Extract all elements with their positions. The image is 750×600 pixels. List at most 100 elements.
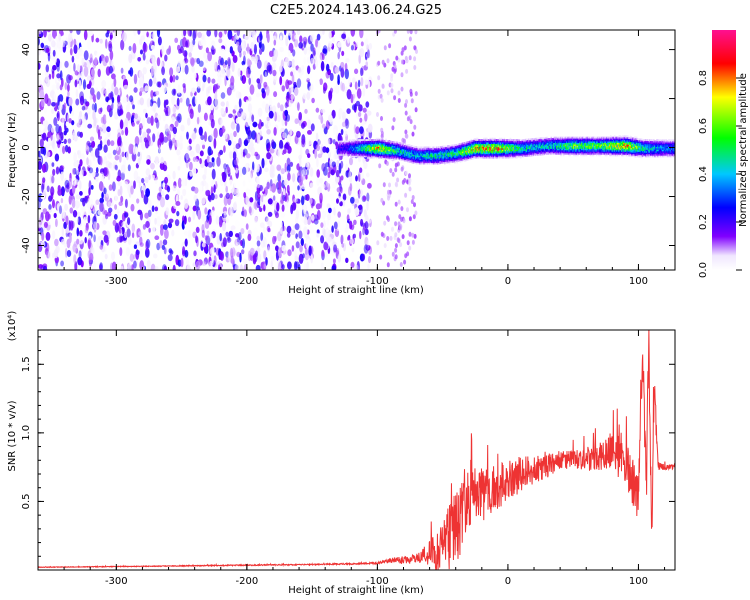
heatmap-cell <box>124 117 129 126</box>
heatmap-cell <box>244 118 250 128</box>
heatmap-cell <box>293 197 298 203</box>
heatmap-cell <box>89 198 94 209</box>
heatmap-cell <box>286 184 290 194</box>
heatmap-cell <box>171 105 177 114</box>
heatmap-cell <box>124 232 128 239</box>
heatmap-cell <box>145 247 150 258</box>
heatmap-cell <box>333 207 336 216</box>
heatmap-cell <box>386 58 390 64</box>
heatmap-cell <box>261 158 265 169</box>
heatmap-cell <box>282 149 287 155</box>
heatmap-cell <box>227 139 232 146</box>
heatmap-cell <box>394 232 398 238</box>
heatmap-cell <box>185 150 190 161</box>
heatmap-cell <box>220 101 225 107</box>
heatmap-cell <box>322 48 328 54</box>
heatmap-cell <box>265 85 270 96</box>
heatmap-cell <box>144 176 149 184</box>
heatmap-cell <box>204 207 208 215</box>
heatmap-cell <box>393 95 397 101</box>
heatmap-cell <box>101 80 107 88</box>
heatmap-cell <box>305 174 308 180</box>
heatmap-cell <box>389 235 393 241</box>
heatmap-cell <box>380 130 384 136</box>
heatmap-cell <box>291 245 295 252</box>
heatmap-cell <box>327 171 331 179</box>
heatmap-cell <box>65 121 70 127</box>
heatmap-cell <box>308 245 312 256</box>
heatmap-cell <box>400 206 404 212</box>
heatmap-cell <box>241 249 245 255</box>
heatmap-cell <box>248 30 252 38</box>
heatmap-cell <box>161 190 165 197</box>
heatmap-cell <box>243 209 247 218</box>
heatmap-cell <box>340 160 344 169</box>
heatmap-cell <box>155 161 159 169</box>
heatmap-cell <box>401 179 405 185</box>
heatmap-cell <box>409 91 413 97</box>
heatmap-cell <box>211 78 216 84</box>
heatmap-cell <box>127 217 131 226</box>
heatmap-cell <box>156 30 161 38</box>
heatmap-cell <box>64 203 68 211</box>
heatmap-cell <box>366 200 369 211</box>
heatmap-cell <box>74 79 78 88</box>
heatmap-cell <box>234 104 238 111</box>
heatmap-cell <box>145 168 151 176</box>
heatmap-cell <box>335 83 340 94</box>
heatmap-cell <box>411 131 415 137</box>
heatmap-cell <box>245 99 249 109</box>
heatmap-cell <box>354 198 360 204</box>
heatmap-cell <box>284 102 288 109</box>
heatmap-cell <box>56 203 61 211</box>
heatmap-cell <box>217 75 222 86</box>
heatmap-cell <box>73 161 78 168</box>
heatmap-cell <box>234 220 240 229</box>
heatmap-cell <box>151 205 155 212</box>
heatmap-cell <box>156 192 162 201</box>
heatmap-cell <box>364 113 368 122</box>
heatmap-cell <box>138 76 144 88</box>
heatmap-cell <box>164 54 168 62</box>
heatmap-cell <box>320 183 326 189</box>
heatmap-cell <box>350 94 354 104</box>
heatmap-cell <box>83 119 88 129</box>
heatmap-cell <box>352 77 356 84</box>
heatmap-cell <box>180 195 183 200</box>
heatmap-cell <box>297 102 300 111</box>
heatmap-cell <box>67 146 71 154</box>
heatmap-cell <box>307 130 312 135</box>
heatmap-cell <box>238 98 242 108</box>
heatmap-cell <box>96 91 101 100</box>
heatmap-cell <box>257 253 262 263</box>
heatmap-cell <box>298 111 303 121</box>
heatmap-cell <box>56 82 60 91</box>
heatmap-cell <box>195 143 201 154</box>
heatmap-cell <box>225 100 229 109</box>
heatmap-cell <box>256 78 261 84</box>
heatmap-cell <box>40 42 45 48</box>
heatmap-cell <box>132 43 137 54</box>
heatmap-cell <box>266 181 270 190</box>
heatmap-cell <box>154 117 159 123</box>
heatmap-cell <box>295 241 300 249</box>
heatmap-cell <box>150 225 156 233</box>
heatmap-cell <box>219 233 222 242</box>
heatmap-cell <box>395 55 399 61</box>
heatmap-cell <box>88 257 92 264</box>
heatmap-cell <box>247 201 251 208</box>
heatmap-cell <box>61 115 65 127</box>
heatmap-cell <box>207 161 213 168</box>
heatmap-cell <box>406 144 408 146</box>
heatmap-cell <box>248 77 251 85</box>
heatmap-cell <box>68 75 73 81</box>
heatmap-cell <box>349 157 353 166</box>
heatmap-cell <box>348 170 351 180</box>
heatmap-cell <box>294 118 299 125</box>
heatmap-cell <box>67 83 70 92</box>
heatmap-cell <box>121 164 126 174</box>
heatmap-cell <box>213 138 217 149</box>
heatmap-cell <box>191 87 196 94</box>
heatmap-cell <box>413 65 417 70</box>
heatmap-cell <box>264 103 270 114</box>
